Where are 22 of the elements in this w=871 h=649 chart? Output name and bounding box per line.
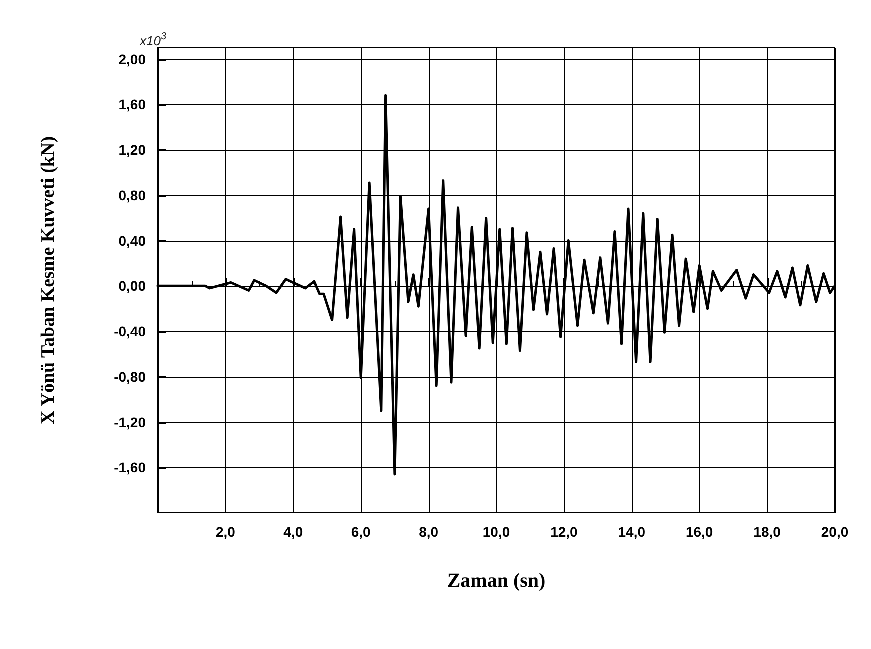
y-tick-label: 0,80 <box>118 187 146 204</box>
x-tick-label: 6,0 <box>351 524 372 540</box>
y-tick-label: 2,00 <box>118 51 146 68</box>
x-tick-label: 8,0 <box>419 524 439 540</box>
y-axis-title: X Yönü Taban Kesme Kuvveti (kN) <box>38 136 59 425</box>
x-tick-label: 10,0 <box>482 524 510 540</box>
x-tick-label: 14,0 <box>618 524 646 540</box>
x-tick-label: 16,0 <box>686 524 714 540</box>
y-tick-label: 0,40 <box>118 232 146 249</box>
x-axis-title: Zaman (sn) <box>447 570 546 592</box>
y-tick-label: -1,20 <box>114 414 146 430</box>
x-tick-label: 2,0 <box>216 524 236 540</box>
x-tick-label: 4,0 <box>284 524 304 540</box>
y-tick-label: -1,60 <box>114 460 146 476</box>
x-tick-label: 12,0 <box>550 524 578 540</box>
y-tick-label: 1,60 <box>118 96 146 113</box>
y-tick-label: -0,40 <box>114 324 146 340</box>
y-tick-label: -0,80 <box>114 368 146 385</box>
y-tick-label: 0,00 <box>118 278 146 294</box>
x-tick-label: 20,0 <box>821 524 849 540</box>
x-tick-label: 18,0 <box>754 524 782 540</box>
y-tick-label: 1,20 <box>118 142 146 158</box>
